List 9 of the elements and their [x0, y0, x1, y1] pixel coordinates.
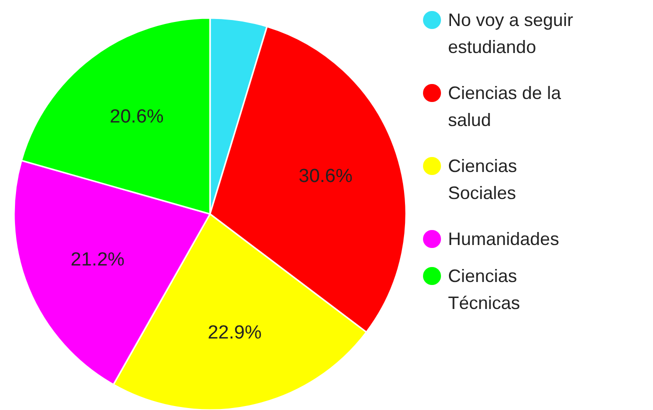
data-label: 20.6%: [110, 106, 164, 128]
legend-label: Ciencias Técnicas: [448, 266, 520, 313]
legend-label: Ciencias Sociales: [448, 156, 518, 203]
legend-label: No voy a seguir estudiando: [448, 10, 574, 57]
data-label: 22.9%: [208, 322, 262, 344]
data-label: 30.6%: [298, 166, 353, 187]
legend-label: Ciencias de la salud: [448, 83, 562, 130]
data-label: 21.2%: [70, 250, 125, 271]
legend-label: Humanidades: [448, 229, 560, 249]
